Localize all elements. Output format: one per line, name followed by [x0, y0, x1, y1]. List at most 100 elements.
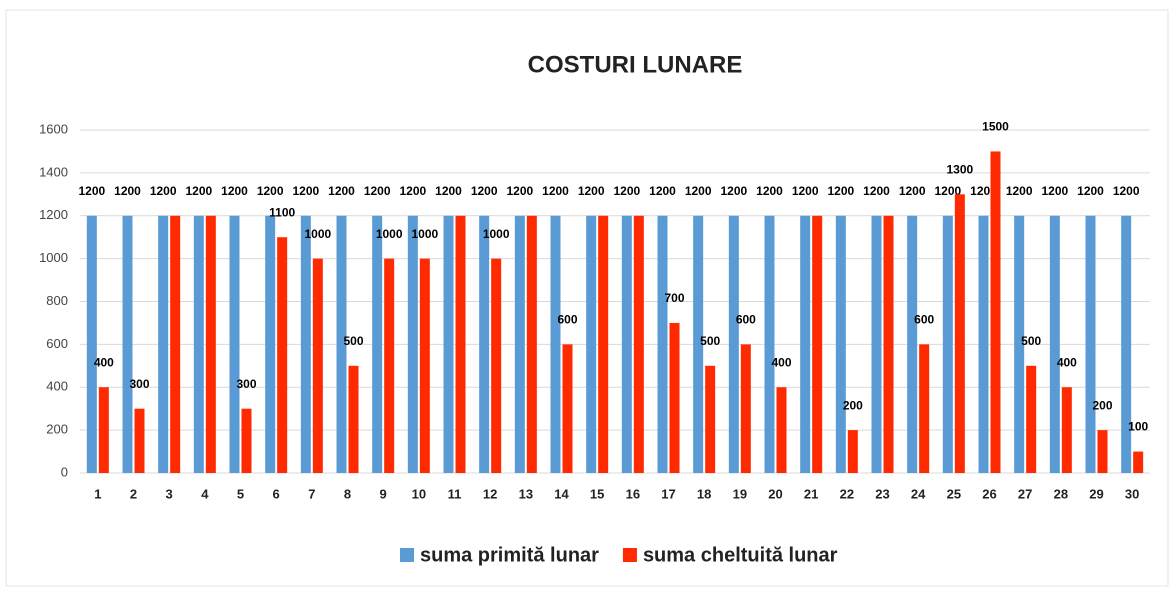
data-label: 400: [1057, 355, 1077, 369]
y-tick-label: 1000: [39, 250, 68, 265]
bar: [348, 365, 359, 473]
x-tick-label: 8: [344, 486, 351, 501]
legend-swatch: [622, 548, 637, 562]
bar: [1061, 387, 1072, 473]
data-label: 1200: [792, 184, 819, 198]
data-label: 1200: [1077, 184, 1104, 198]
data-label: 1200: [542, 184, 569, 198]
data-label: 1200: [613, 184, 640, 198]
x-tick-label: 30: [1125, 486, 1139, 501]
data-label: 600: [557, 313, 577, 327]
bar: [812, 215, 823, 473]
data-label: 1200: [506, 184, 533, 198]
x-tick-label: 11: [448, 486, 462, 501]
data-label: 1200: [720, 184, 747, 198]
bar: [277, 237, 288, 473]
x-tick-label: 19: [733, 486, 747, 501]
x-tick-label: 10: [412, 486, 426, 501]
data-label: 1200: [399, 184, 426, 198]
bar: [443, 215, 454, 473]
data-label: 1200: [827, 184, 854, 198]
x-tick-label: 3: [166, 486, 173, 501]
bar: [657, 215, 668, 473]
y-tick-label: 200: [46, 422, 68, 437]
bar: [241, 408, 252, 473]
data-label: 100: [1128, 420, 1148, 434]
y-tick-label: 1400: [39, 164, 68, 179]
bar: [800, 215, 811, 473]
bar: [705, 365, 716, 473]
bar: [1014, 215, 1025, 473]
data-label: 1200: [756, 184, 783, 198]
bar: [158, 215, 169, 473]
x-tick-label: 4: [201, 486, 209, 501]
x-tick-label: 23: [875, 486, 889, 501]
legend-label: suma cheltuită lunar: [643, 544, 838, 566]
data-label: 300: [236, 377, 256, 391]
bar: [1049, 215, 1060, 473]
bar: [265, 215, 276, 473]
bar: [122, 215, 133, 473]
x-tick-label: 1: [94, 486, 101, 501]
bar: [586, 215, 597, 473]
data-label: 1200: [114, 184, 141, 198]
bar: [621, 215, 632, 473]
data-label: 1200: [292, 184, 319, 198]
bar: [1085, 215, 1096, 473]
x-tick-label: 17: [661, 486, 675, 501]
x-tick-label: 28: [1054, 486, 1068, 501]
data-label: 1200: [970, 184, 997, 198]
bar: [193, 215, 204, 473]
x-tick-label: 16: [626, 486, 640, 501]
x-tick-label: 13: [519, 486, 533, 501]
data-label: 1000: [304, 227, 331, 241]
data-label: 1200: [934, 184, 961, 198]
data-label: 1200: [471, 184, 498, 198]
data-label: 1200: [649, 184, 676, 198]
data-label: 1200: [685, 184, 712, 198]
data-label: 1200: [185, 184, 212, 198]
y-tick-label: 800: [46, 293, 68, 308]
bar: [312, 258, 323, 473]
data-label: 1500: [982, 120, 1009, 134]
bar: [978, 215, 989, 473]
bar: [98, 387, 109, 473]
data-label: 1200: [150, 184, 177, 198]
bar: [407, 215, 418, 473]
y-tick-label: 1200: [39, 207, 68, 222]
x-tick-label: 15: [590, 486, 604, 501]
data-label: 200: [843, 398, 863, 412]
bar: [479, 215, 490, 473]
x-tick-label: 18: [697, 486, 711, 501]
x-tick-label: 25: [947, 486, 961, 501]
bar: [562, 344, 573, 473]
bar: [764, 215, 775, 473]
bar: [300, 215, 311, 473]
data-label: 1200: [78, 184, 105, 198]
data-label: 400: [771, 355, 791, 369]
data-label: 500: [343, 334, 363, 348]
bar: [1133, 451, 1144, 473]
x-tick-label: 12: [483, 486, 497, 501]
x-tick-label: 22: [840, 486, 854, 501]
bar: [728, 215, 739, 473]
x-tick-label: 6: [273, 486, 280, 501]
bar: [669, 322, 680, 473]
bar: [526, 215, 537, 473]
bar: [514, 215, 525, 473]
data-label: 700: [664, 291, 684, 305]
y-tick-label: 400: [46, 379, 68, 394]
x-tick-label: 20: [768, 486, 782, 501]
x-tick-label: 24: [911, 486, 926, 501]
chart-title: COSTURI LUNARE: [528, 51, 743, 78]
data-label: 1000: [376, 227, 403, 241]
legend-swatch: [400, 548, 414, 562]
data-label: 1300: [946, 162, 973, 176]
data-label: 1000: [483, 227, 510, 241]
bar: [942, 215, 953, 473]
data-label: 1000: [411, 227, 438, 241]
data-label: 1200: [328, 184, 355, 198]
data-label: 400: [94, 355, 114, 369]
bar: [86, 215, 97, 473]
